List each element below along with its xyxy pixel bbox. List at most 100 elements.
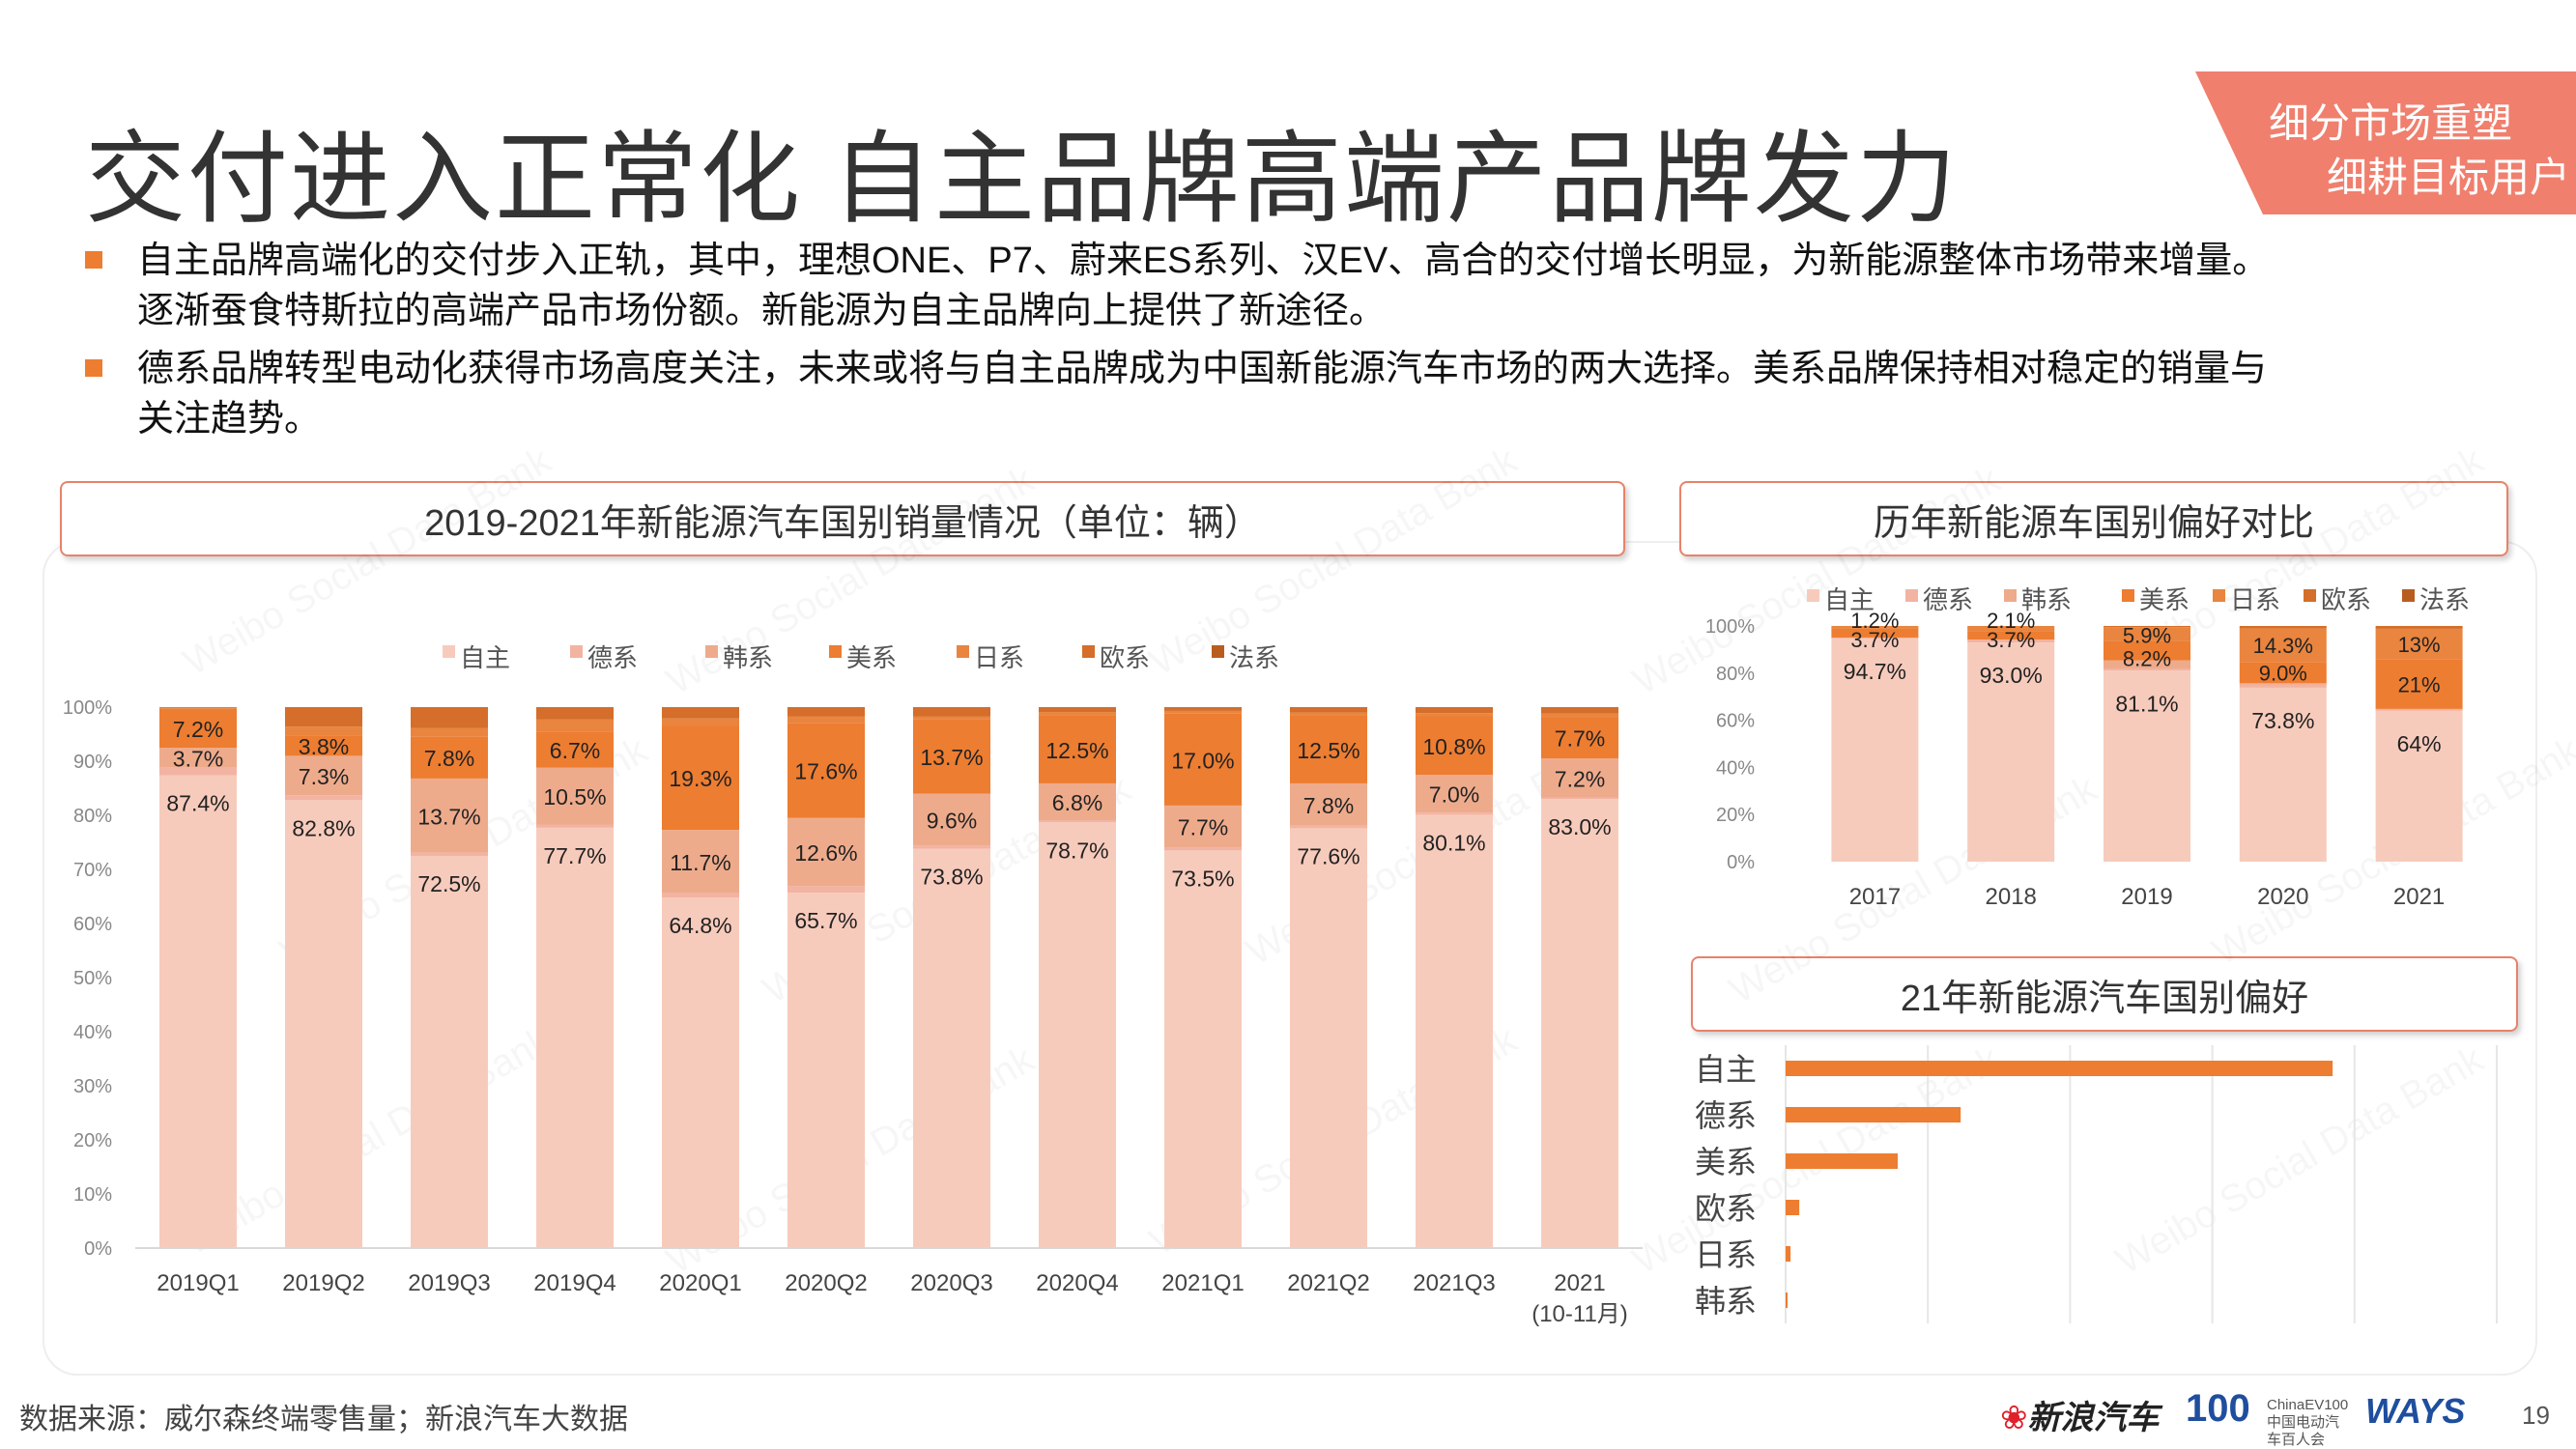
data-label: 19.3% [669,766,731,791]
bar-segment [1541,717,1618,759]
bar-segment [285,735,362,756]
y-tick-label: 100% [63,697,112,719]
data-label: 7.2% [1555,766,1605,791]
bar-segment [1290,828,1367,1248]
bar-segment [787,707,865,717]
bar-segment [913,793,990,846]
bar-segment [1416,812,1493,815]
data-label: 93.0% [1980,663,2043,688]
y-tick-label: 40% [73,1022,112,1043]
bar-segment [411,852,488,856]
y-category-label: 欧系 [1695,1191,1757,1226]
legend-swatch [1212,645,1224,658]
data-label: 13.7% [417,804,480,829]
data-label: 82.8% [292,815,355,840]
bar-segment [2375,659,2463,709]
bar-segment [1541,799,1618,1248]
bar-segment [1416,713,1493,717]
data-label: 81.1% [2115,691,2178,716]
legend-swatch [957,645,969,658]
legend-label: 美系 [846,643,897,672]
bar-segment [1831,626,1919,629]
bar-segment [1164,847,1242,851]
bar-segment [787,723,865,818]
data-label: 5.9% [2123,624,2171,648]
bar-segment [1967,631,2055,640]
bar-segment [662,897,739,1248]
bar [1786,1246,1791,1262]
bar-segment [2375,710,2463,862]
bar-segment [536,707,614,720]
x-tick-label: 2019Q2 [282,1270,364,1296]
bar-segment [2104,668,2190,671]
bar-segment [159,775,237,1248]
data-label: 11.7% [670,850,731,875]
legend-swatch [2213,589,2225,602]
bar-segment [1416,814,1493,1248]
chart-yearly-share: 0% 20% 40% 60% 80% 100% 自主 德系 韩系 美系 日系 欧系 法系 2017 1.2%… [1705,585,2470,910]
bullet-text-1: 自主品牌高端化的交付步入正轨，其中，理想ONE、P7、蔚来ES系列、汉EV、高合… [137,236,2495,336]
y-category-label: 日系 [1695,1237,1757,1272]
bar-segment [1967,639,2055,643]
bar-segment [159,708,237,748]
data-label: 7.2% [173,717,223,742]
data-label: 64.8% [669,913,731,938]
bar-segment [662,893,739,898]
bar-segment [2375,626,2463,629]
data-label: 13.7% [920,745,983,770]
bar [1786,1293,1788,1308]
ways-logo: WAYS [2365,1391,2466,1431]
bar-segment [2239,662,2327,684]
y-tick-label: 30% [73,1076,112,1097]
bar-segment [159,748,237,768]
bar-segment [787,716,865,724]
data-label: 17.6% [794,759,857,784]
legend-label: 韩系 [723,643,773,672]
legend-label: 德系 [1923,585,1973,614]
bar-segment [913,719,990,794]
bar-segment [1290,712,1367,716]
legend-swatch [2402,589,2415,602]
bar-segment [411,736,488,779]
data-label: 78.7% [1045,838,1108,863]
y-tick-label: 20% [1716,805,1755,826]
bar [1786,1061,2333,1076]
data-label: 3.7% [1850,628,1899,652]
bar-segment [2104,626,2190,628]
bar-segment [1164,707,1242,711]
data-label: 21% [2398,672,2441,696]
bullet-square-icon [85,251,102,269]
data-label: 7.8% [424,746,474,771]
bar-segment [159,707,237,708]
bar-segment [159,767,237,776]
bar-segment [1967,642,2055,862]
bar-segment [1290,782,1367,826]
sina-auto-logo-text: 新浪汽车 [2027,1400,2160,1436]
bar-segment [2375,709,2463,711]
data-label: 73.8% [920,865,983,890]
bar-segment [913,845,990,849]
sina-flower-icon: ❀ [2000,1400,2028,1436]
bar-segment [536,767,614,825]
bar-segment [1541,758,1618,798]
legend-label: 法系 [1229,643,1279,672]
legend-swatch [1807,589,1819,602]
bar-segment [411,727,488,737]
x-tick-label: 2021Q1 [1161,1270,1244,1296]
x-tick-label: 2020Q2 [785,1270,867,1296]
bar-segment [285,755,362,796]
bar-segment [2239,683,2327,685]
x-tick-label: 2019Q3 [408,1270,490,1296]
bar-segment [1039,782,1116,821]
bar-segment [1831,638,1919,862]
bar-segment [285,800,362,1248]
bar-segment [2104,670,2190,862]
bar-segment [913,848,990,1248]
legend-label: 自主 [1824,585,1875,614]
legend-label: 法系 [2419,585,2470,614]
data-label: 9.6% [927,808,977,833]
legend-swatch [2122,589,2134,602]
watermark-text: Weibo Social Data Bank [1626,458,2009,703]
bar-segment [2375,708,2463,710]
